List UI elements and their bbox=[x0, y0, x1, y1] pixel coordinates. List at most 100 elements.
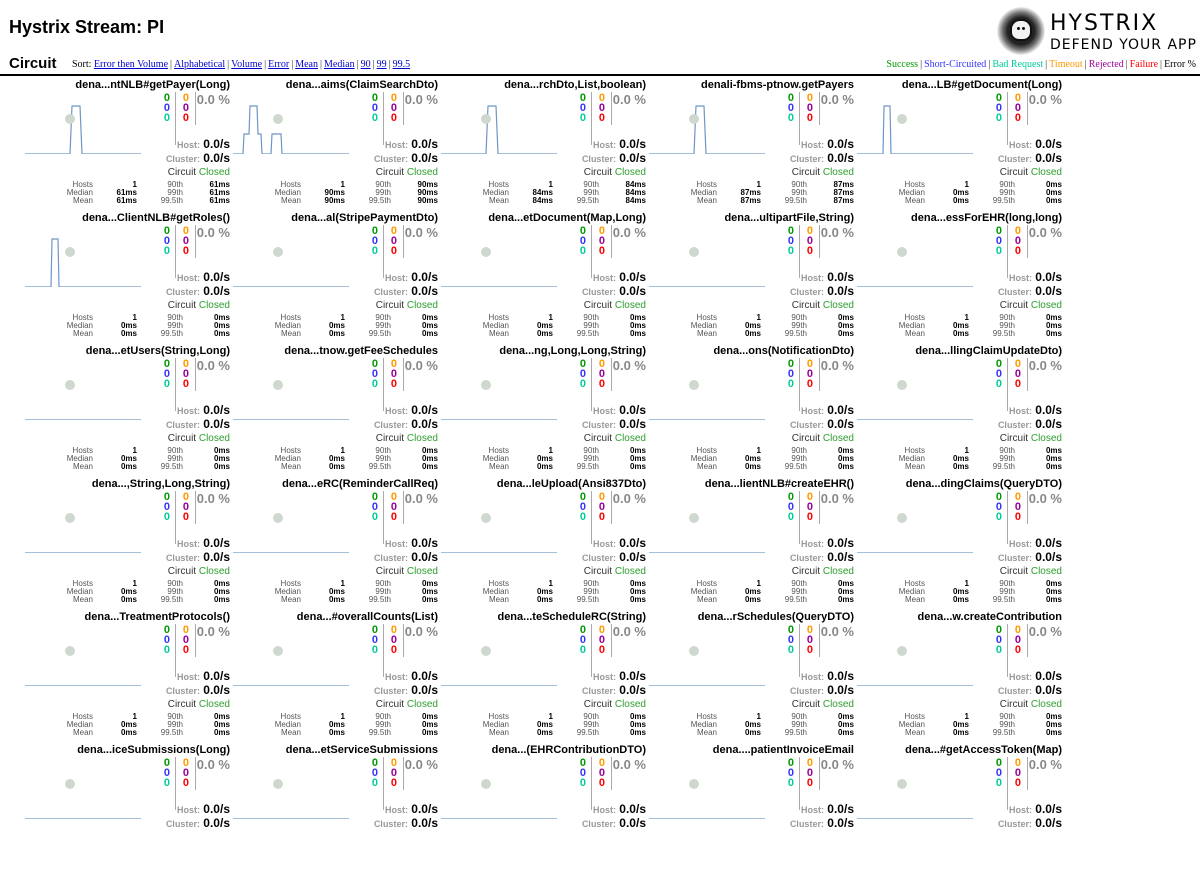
divider bbox=[799, 358, 800, 411]
health-circle-icon bbox=[65, 646, 75, 656]
failure-count: 0 bbox=[598, 511, 605, 523]
host-rate: Host: 0.0/s bbox=[1008, 802, 1062, 816]
circuit-card[interactable]: dena...tnow.getFeeSchedules 0 0 0 0 0 0 … bbox=[233, 344, 438, 477]
legend-timeout: Timeout bbox=[1049, 59, 1083, 70]
divider bbox=[611, 225, 612, 258]
sparkline-chart bbox=[233, 419, 349, 420]
short-circuited-count: 0 bbox=[371, 102, 378, 114]
circuit-status: Circuit Closed bbox=[167, 300, 230, 311]
circuit-card[interactable]: dena...ClientNLB#getRoles() 0 0 0 0 0 0 … bbox=[25, 211, 230, 344]
divider bbox=[819, 92, 820, 125]
circuit-card[interactable]: dena...ons(NotificationDto) 0 0 0 0 0 0 … bbox=[649, 344, 854, 477]
host-rate: Host: 0.0/s bbox=[176, 270, 230, 284]
host-rate: Host: 0.0/s bbox=[1008, 669, 1062, 683]
short-circuited-count: 0 bbox=[995, 235, 1002, 247]
circuit-card[interactable]: dena...ntNLB#getPayer(Long) 0 0 0 0 0 0 … bbox=[25, 78, 230, 211]
sort-alphabetical[interactable]: Alphabetical bbox=[174, 59, 226, 70]
circuit-card[interactable]: dena...(EHRContributionDTO) 0 0 0 0 0 0 … bbox=[441, 743, 646, 876]
health-circle-icon bbox=[897, 646, 907, 656]
rejected-count: 0 bbox=[1014, 368, 1021, 380]
circuit-card[interactable]: dena...#overallCounts(List) 0 0 0 0 0 0 … bbox=[233, 610, 438, 743]
circuit-card[interactable]: dena...llingClaimUpdateDto) 0 0 0 0 0 0 … bbox=[857, 344, 1062, 477]
circuit-card[interactable]: dena...aims(ClaimSearchDto) 0 0 0 0 0 0 … bbox=[233, 78, 438, 211]
circuit-card[interactable]: dena....patientInvoiceEmail 0 0 0 0 0 0 … bbox=[649, 743, 854, 876]
circuit-card[interactable]: dena...eRC(ReminderCallReq) 0 0 0 0 0 0 … bbox=[233, 477, 438, 610]
timeout-count: 0 bbox=[390, 491, 397, 503]
circuit-state: Closed bbox=[1030, 699, 1062, 710]
circuit-card[interactable]: dena...teScheduleRC(String) 0 0 0 0 0 0 … bbox=[441, 610, 646, 743]
health-circle-icon bbox=[689, 779, 699, 789]
success-count: 0 bbox=[163, 225, 170, 237]
timeout-count: 0 bbox=[598, 92, 605, 104]
page-header: Hystrix Stream: PI HYSTRIX DEFEND YOUR A… bbox=[0, 0, 1200, 60]
sparkline-chart bbox=[233, 818, 349, 819]
circuit-card[interactable]: dena...ng,Long,Long,String) 0 0 0 0 0 0 … bbox=[441, 344, 646, 477]
cluster-rate: Cluster: 0.0/s bbox=[789, 816, 854, 830]
circuit-card[interactable]: dena...rchDto,List,boolean) 0 0 0 0 0 0 … bbox=[441, 78, 646, 211]
circuit-card[interactable]: dena...#getAccessToken(Map) 0 0 0 0 0 0 … bbox=[857, 743, 1062, 876]
failure-count: 0 bbox=[390, 112, 397, 124]
host-rate: Host: 0.0/s bbox=[1008, 403, 1062, 417]
circuit-card[interactable]: dena...iceSubmissions(Long) 0 0 0 0 0 0 … bbox=[25, 743, 230, 876]
error-percentage: 0.0 % bbox=[404, 92, 438, 107]
circuit-name: dena...TreatmentProtocols() bbox=[84, 611, 230, 623]
short-circuited-count: 0 bbox=[579, 235, 586, 247]
sort-volume[interactable]: Volume bbox=[231, 59, 263, 70]
circuit-card[interactable]: dena...ultipartFile,String) 0 0 0 0 0 0 … bbox=[649, 211, 854, 344]
circuit-card[interactable]: dena...dingClaims(QueryDTO) 0 0 0 0 0 0 … bbox=[857, 477, 1062, 610]
circuit-status: Circuit Closed bbox=[167, 699, 230, 710]
cluster-rate: Cluster: 0.0/s bbox=[789, 683, 854, 697]
circuit-card[interactable]: dena...etUsers(String,Long) 0 0 0 0 0 0 … bbox=[25, 344, 230, 477]
rejected-count: 0 bbox=[390, 767, 397, 779]
circuit-card[interactable]: dena...TreatmentProtocols() 0 0 0 0 0 0 … bbox=[25, 610, 230, 743]
sort-error[interactable]: Error bbox=[268, 59, 290, 70]
sort-99-5[interactable]: 99.5 bbox=[392, 59, 411, 70]
rejected-count: 0 bbox=[598, 501, 605, 513]
divider bbox=[591, 757, 592, 810]
circuit-card[interactable]: dena...w.createContribution 0 0 0 0 0 0 … bbox=[857, 610, 1062, 743]
sparkline-chart bbox=[857, 419, 973, 420]
failure-count: 0 bbox=[390, 245, 397, 257]
sparkline-chart bbox=[25, 685, 141, 686]
rejected-count: 0 bbox=[182, 501, 189, 513]
host-rate: Host: 0.0/s bbox=[176, 802, 230, 816]
timeout-rejected-failure-counts: 0 0 0 bbox=[383, 491, 397, 523]
circuit-status: Circuit Closed bbox=[375, 300, 438, 311]
circuit-card[interactable]: dena...leUpload(Ansi837Dto) 0 0 0 0 0 0 … bbox=[441, 477, 646, 610]
sort-mean[interactable]: Mean bbox=[295, 59, 318, 70]
timeout-rejected-failure-counts: 0 0 0 bbox=[799, 492, 813, 523]
circuit-name: dena...iceSubmissions(Long) bbox=[77, 744, 230, 756]
circuit-name: dena....patientInvoiceEmail bbox=[712, 744, 854, 756]
circuit-card[interactable]: dena...lientNLB#createEHR() 0 0 0 0 0 0 … bbox=[649, 477, 854, 610]
timeout-rejected-failure-counts: 0 0 0 bbox=[591, 226, 605, 257]
circuit-card[interactable]: dena...essForEHR(long,long) 0 0 0 0 0 0 … bbox=[857, 211, 1062, 344]
failure-count: 0 bbox=[1014, 245, 1021, 257]
host-rate: Host: 0.0/s bbox=[592, 270, 646, 284]
circuit-card[interactable]: denali-fbms-ptnow.getPayers 0 0 0 0 0 0 … bbox=[649, 78, 854, 211]
circuit-card[interactable]: dena...rSchedules(QueryDTO) 0 0 0 0 0 0 … bbox=[649, 610, 854, 743]
sort-error-then-volume[interactable]: Error then Volume bbox=[93, 59, 169, 70]
circuit-card[interactable]: dena...etServiceSubmissions 0 0 0 0 0 0 … bbox=[233, 743, 438, 876]
divider bbox=[403, 92, 404, 125]
divider bbox=[403, 358, 404, 391]
short-circuited-count: 0 bbox=[163, 102, 170, 114]
circuit-card[interactable]: dena...al(StripePaymentDto) 0 0 0 0 0 0 … bbox=[233, 211, 438, 344]
success-short-bad-counts: 0 0 0 bbox=[150, 359, 170, 390]
success-count: 0 bbox=[787, 225, 794, 237]
timeout-rejected-failure-counts: 0 0 0 bbox=[1007, 625, 1021, 656]
section-title: Circuit bbox=[9, 55, 57, 72]
sort-99[interactable]: 99 bbox=[376, 59, 387, 70]
hystrix-logo: HYSTRIX DEFEND YOUR APP bbox=[997, 7, 1197, 57]
circuit-state: Closed bbox=[614, 699, 646, 710]
legend-rejected: Rejected bbox=[1088, 59, 1124, 70]
circuit-card[interactable]: dena...,String,Long,String) 0 0 0 0 0 0 … bbox=[25, 477, 230, 610]
sort-median[interactable]: Median bbox=[324, 59, 355, 70]
sort-90[interactable]: 90 bbox=[360, 59, 371, 70]
circuit-status: Circuit Closed bbox=[791, 699, 854, 710]
error-percentage: 0.0 % bbox=[820, 624, 854, 639]
success-count: 0 bbox=[371, 92, 378, 104]
failure-count: 0 bbox=[390, 378, 397, 390]
circuit-card[interactable]: dena...LB#getDocument(Long) 0 0 0 0 0 0 … bbox=[857, 78, 1062, 211]
status-legend: Success | Short-Circuited | Bad Request | Time… bbox=[886, 59, 1196, 70]
circuit-card[interactable]: dena...etDocument(Map,Long) 0 0 0 0 0 0 … bbox=[441, 211, 646, 344]
